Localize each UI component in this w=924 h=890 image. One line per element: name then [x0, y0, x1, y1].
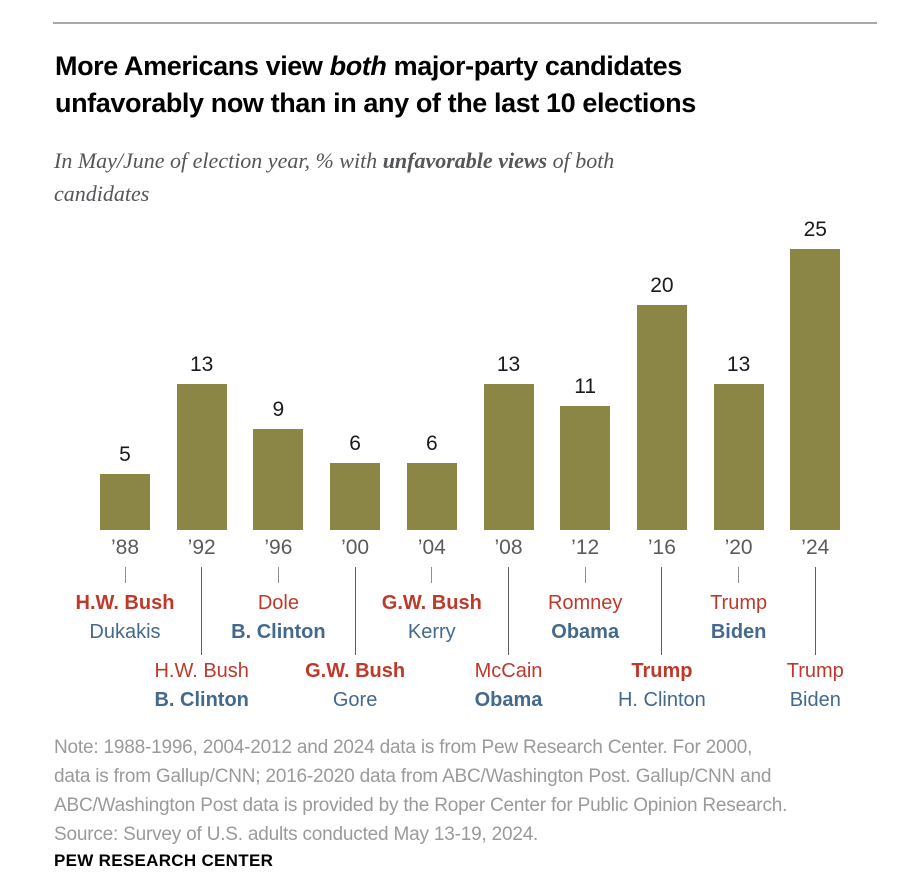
candidate-pair-1: H.W. Bush B. Clinton [102, 657, 302, 715]
republican-candidate-label: Dole [257, 592, 299, 614]
bar-chart: 5 ’88 H.W. Bush Dukakis 13 ’92 H.W. Bush B. Cli… [25, 218, 915, 715]
source-note: Note: 1988-1996, 2004-2012 and 2024 data… [54, 733, 884, 849]
year-tick-line [584, 567, 586, 583]
democrat-candidate-label: Dukakis [89, 621, 161, 643]
democrat-candidate-label: Obama [474, 689, 543, 711]
bar-value-label: 11 [574, 375, 597, 398]
bar-6 [560, 406, 611, 530]
year-connector-line [201, 567, 203, 655]
pew-research-center-wordmark: PEW RESEARCH CENTER [54, 851, 274, 870]
year-axis-label: ’92 [187, 536, 216, 559]
democrat-candidate-label: Kerry [407, 621, 456, 643]
note-line: Note: 1988-1996, 2004-2012 and 2024 data… [54, 737, 753, 758]
note-line: Source: Survey of U.S. adults conducted … [54, 824, 539, 845]
year-axis-label: ’88 [110, 536, 140, 559]
candidate-pair-8: Trump Biden [639, 589, 839, 647]
bar-9 [790, 249, 841, 530]
democrat-candidate-label: Obama [551, 621, 620, 643]
bar-value-label: 9 [272, 398, 285, 421]
year-axis-label: ’04 [417, 536, 446, 559]
subtitle-pre: In May/June of election year, % with [54, 148, 383, 173]
subtitle-post: of both [547, 148, 615, 173]
bar-8 [713, 384, 764, 530]
bar-value-label: 5 [119, 443, 131, 466]
note-line: data is from Gallup/CNN; 2016-2020 data … [54, 766, 772, 787]
bar-value-label: 20 [650, 274, 674, 297]
democrat-candidate-label: B. Clinton [154, 689, 249, 711]
bar-value-label: 13 [496, 353, 521, 376]
bar-value-label: 25 [803, 218, 827, 241]
page-title: More Americans view both major-party can… [55, 48, 885, 122]
year-axis-label: ’00 [341, 536, 370, 559]
subtitle-line2: candidates [54, 181, 150, 206]
note-line: ABC/Washington Post data is provided by … [54, 795, 788, 816]
republican-candidate-label: H.W. Bush [75, 592, 175, 614]
republican-candidate-label: Trump [786, 660, 844, 682]
year-axis-label: ’12 [571, 536, 600, 559]
title-italic-word: both [329, 51, 387, 81]
year-axis-label: ’96 [264, 536, 293, 559]
republican-candidate-label: G.W. Bush [305, 660, 406, 682]
bar-3 [330, 463, 381, 530]
bar-value-label: 13 [726, 353, 751, 376]
title-line2: unfavorably now than in any of the last … [55, 88, 696, 118]
title-post: major-party candidates [386, 51, 683, 81]
bar-value-label: 13 [190, 353, 214, 376]
subtitle-emphasis: unfavorable views [382, 148, 548, 173]
candidate-pair-3: G.W. Bush Gore [255, 657, 455, 715]
democrat-candidate-label: Biden [710, 621, 767, 643]
bar-0 [100, 474, 150, 530]
republican-candidate-label: Romney [547, 592, 623, 614]
candidate-pair-6: Romney Obama [485, 589, 685, 647]
title-pre: More Americans view [55, 51, 330, 81]
year-tick-line [431, 567, 433, 583]
democrat-candidate-label: Biden [789, 689, 841, 711]
year-tick-line [124, 567, 126, 583]
candidate-pair-4: G.W. Bush Kerry [332, 589, 532, 647]
bar-7 [636, 305, 687, 530]
year-axis-label: ’16 [647, 536, 676, 559]
year-connector-line [354, 567, 356, 655]
year-tick-line [738, 567, 740, 583]
year-tick-line [277, 567, 279, 583]
candidate-pair-5: McCain Obama [409, 657, 609, 715]
year-axis-label: ’08 [494, 536, 523, 559]
republican-candidate-label: Trump [710, 592, 768, 614]
democrat-candidate-label: H. Clinton [617, 689, 706, 711]
bar-4 [406, 463, 457, 530]
democrat-candidate-label: Gore [332, 689, 378, 711]
page-subtitle: In May/June of election year, % with unf… [54, 144, 814, 210]
democrat-candidate-label: B. Clinton [231, 621, 326, 643]
bar-value-label: 6 [349, 432, 361, 455]
year-axis-label: ’24 [801, 536, 830, 559]
top-rule-divider [53, 22, 877, 24]
republican-candidate-label: Trump [631, 660, 693, 682]
year-connector-line [661, 567, 663, 655]
republican-candidate-label: G.W. Bush [381, 592, 482, 614]
candidate-pair-0: H.W. Bush Dukakis [25, 589, 225, 647]
candidate-pair-7: Trump H. Clinton [562, 657, 762, 715]
republican-candidate-label: McCain [474, 660, 543, 682]
candidate-pair-9: Trump Biden [715, 657, 915, 715]
bar-5 [483, 384, 534, 530]
year-axis-label: ’20 [724, 536, 753, 559]
year-connector-line [508, 567, 509, 655]
bar-1 [176, 384, 227, 530]
bar-value-label: 6 [425, 432, 438, 455]
candidate-pair-2: Dole B. Clinton [178, 589, 378, 647]
republican-candidate-label: H.W. Bush [154, 660, 249, 682]
bar-2 [253, 429, 304, 530]
year-connector-line [814, 567, 816, 655]
